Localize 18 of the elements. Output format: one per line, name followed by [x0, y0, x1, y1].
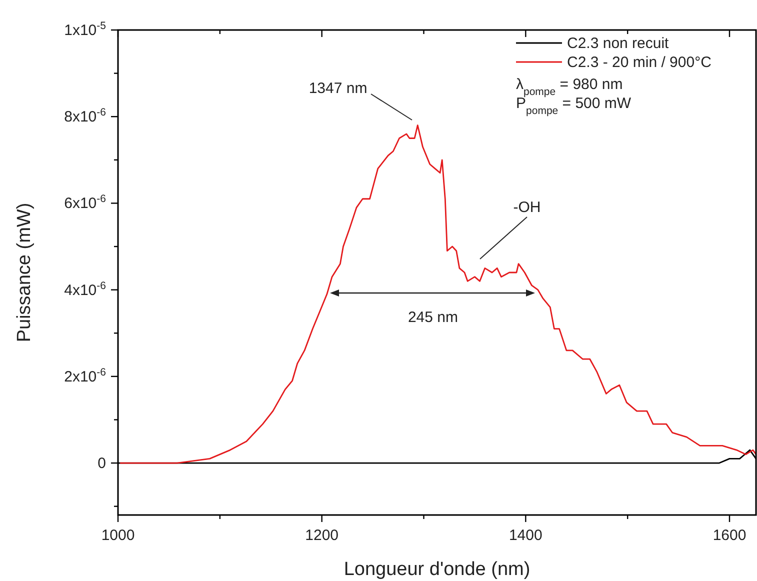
legend-label: C2.3 - 20 min / 900°C — [567, 54, 712, 71]
annotation: 245 nm — [408, 309, 458, 326]
y-tick-label: 6x10$^{-6}$ — [64, 193, 106, 212]
y-tick-label: 4x10$^{-6}$ — [64, 280, 106, 299]
annotation: 1347 nm — [308, 80, 368, 97]
y-axis-title: Puissance (mW) — [14, 202, 35, 342]
x-tick-label: 1000 — [101, 527, 135, 544]
annotation: λ$_{pompe}$ = 980 nm — [516, 76, 623, 98]
y-tick-label: 1x10$^{-5}$ — [64, 20, 106, 39]
x-tick-label: 1400 — [508, 527, 542, 544]
legend-label: C2.3 non recuit — [567, 35, 670, 52]
y-tick-label: 2x10$^{-6}$ — [64, 366, 106, 386]
y-tick-label: 0 — [98, 455, 106, 472]
x-tick-label: 1200 — [305, 527, 339, 544]
x-tick-label: 1600 — [712, 527, 746, 544]
annotation: -OH — [513, 199, 541, 216]
x-axis-title: Longueur d'onde (nm) — [344, 559, 530, 580]
y-tick-label: 8x10$^{-6}$ — [64, 106, 106, 126]
